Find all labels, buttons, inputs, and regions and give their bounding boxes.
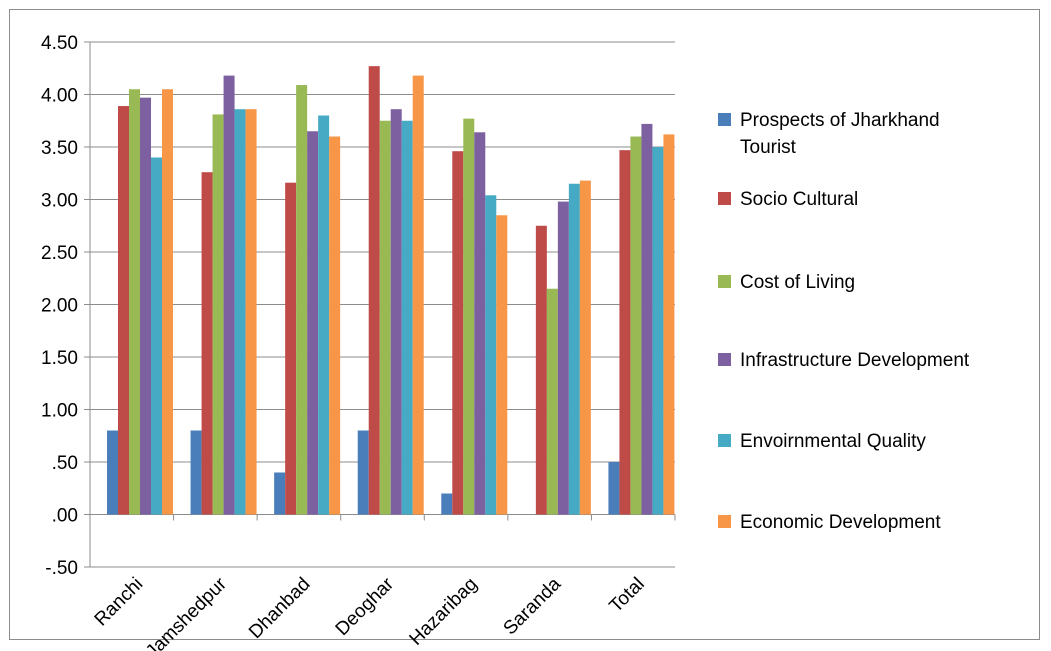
bar — [190, 430, 202, 515]
x-tick-label: Total — [606, 574, 649, 617]
legend-label: Economic Development — [740, 512, 941, 533]
bar — [579, 180, 591, 515]
bar — [546, 288, 558, 515]
bar — [245, 109, 257, 515]
bar — [557, 201, 569, 515]
x-tick-label: Deoghar — [332, 573, 399, 640]
legend-swatch — [718, 434, 731, 447]
bar — [357, 430, 369, 515]
bar — [390, 109, 402, 515]
bar — [329, 136, 341, 515]
x-tick-label: Ranchi — [91, 574, 148, 631]
bar — [474, 132, 486, 515]
y-tick-label: 1.50 — [41, 348, 78, 369]
bar — [463, 118, 475, 515]
y-tick-label: .00 — [52, 506, 78, 527]
y-tick-label: 2.50 — [41, 243, 78, 264]
y-tick-label: 4.00 — [41, 86, 78, 107]
legend-swatch — [718, 275, 731, 288]
y-tick-label: 2.00 — [41, 296, 78, 317]
bar — [452, 151, 464, 515]
y-tick-label: .50 — [52, 453, 78, 474]
bar — [441, 493, 453, 515]
bar — [234, 109, 246, 515]
bar — [412, 75, 424, 515]
bar — [619, 150, 631, 515]
bar — [212, 114, 224, 515]
bar — [274, 472, 286, 515]
bar — [129, 89, 140, 515]
bar — [296, 85, 308, 515]
bar — [641, 123, 653, 515]
y-tick-label: 1.00 — [41, 401, 78, 422]
legend-label: Prospects of Jharkhand Tourist — [740, 110, 940, 158]
bar — [568, 183, 580, 515]
legend-swatch — [718, 515, 731, 528]
bar — [630, 136, 642, 515]
bar — [652, 147, 664, 515]
bar — [485, 195, 497, 515]
bar — [663, 134, 675, 515]
bar — [285, 182, 297, 515]
y-tick-label: -.50 — [45, 558, 78, 579]
chart-border — [9, 9, 1040, 640]
x-tick-label: Saranda — [500, 573, 566, 639]
legend-label: Envoirnmental Quality — [740, 431, 926, 452]
legend-swatch — [718, 113, 731, 126]
bar — [151, 157, 162, 515]
bar — [608, 462, 620, 515]
legend-swatch — [718, 353, 731, 366]
bar — [140, 97, 151, 515]
bar — [107, 430, 118, 515]
bar — [307, 131, 319, 515]
bar — [496, 215, 508, 515]
legend-label: Cost of Living — [740, 272, 855, 293]
bar — [535, 225, 547, 515]
bar — [401, 120, 413, 515]
x-tick-label: Hazaribag — [406, 574, 482, 650]
bar — [201, 172, 213, 515]
bar — [162, 89, 173, 515]
bar — [118, 106, 129, 515]
legend-label: Socio Cultural — [740, 189, 858, 210]
legend-swatch — [718, 192, 731, 205]
y-tick-label: 4.50 — [41, 33, 78, 54]
bar — [379, 120, 391, 515]
bar — [368, 66, 380, 515]
legend-label: Infrastructure Development — [740, 350, 970, 371]
bar — [318, 115, 330, 515]
bar — [223, 75, 235, 515]
x-tick-label: Dhanbad — [245, 574, 314, 643]
y-tick-label: 3.50 — [41, 138, 78, 159]
y-tick-label: 3.00 — [41, 191, 78, 212]
x-tick-label: Jamshedpur — [142, 573, 231, 651]
